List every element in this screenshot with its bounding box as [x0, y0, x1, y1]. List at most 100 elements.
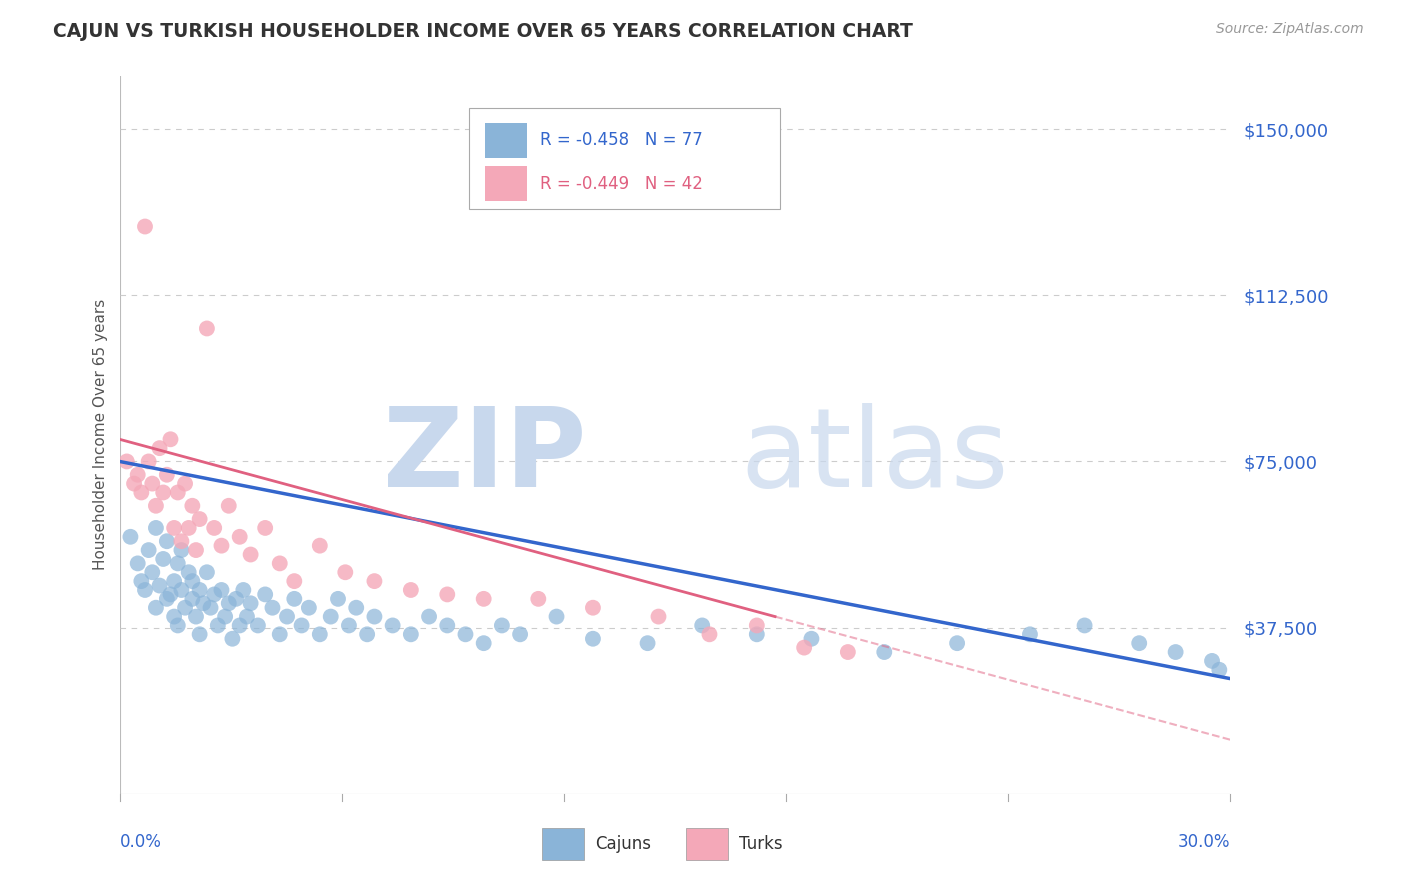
Point — [127, 467, 149, 482]
Point — [166, 485, 188, 500]
Point — [211, 582, 233, 597]
Point — [269, 557, 291, 571]
Point — [472, 591, 495, 606]
Point — [184, 609, 207, 624]
Point — [690, 618, 713, 632]
Point — [134, 219, 156, 234]
Point — [246, 618, 269, 632]
Point — [228, 530, 250, 544]
Text: R = -0.458   N = 77: R = -0.458 N = 77 — [540, 131, 703, 150]
Point — [363, 609, 385, 624]
Point — [381, 618, 404, 632]
Point — [218, 596, 240, 610]
Point — [308, 539, 330, 553]
Point — [115, 454, 138, 468]
Point — [159, 587, 181, 601]
Point — [793, 640, 815, 655]
Point — [436, 618, 458, 632]
Point — [399, 582, 422, 597]
Point — [527, 591, 550, 606]
Point — [134, 582, 156, 597]
Point — [156, 591, 179, 606]
Point — [582, 600, 605, 615]
Point — [177, 521, 200, 535]
Point — [1073, 618, 1095, 632]
Point — [195, 566, 218, 580]
Point — [193, 596, 215, 610]
Point — [148, 578, 170, 592]
Point — [582, 632, 605, 646]
Point — [207, 618, 229, 632]
Point — [436, 587, 458, 601]
Point — [399, 627, 422, 641]
Point — [211, 539, 233, 553]
Point — [291, 618, 314, 632]
Point — [228, 618, 250, 632]
Point — [145, 521, 167, 535]
Point — [166, 618, 188, 632]
Point — [344, 600, 367, 615]
Point — [145, 600, 167, 615]
Point — [335, 566, 357, 580]
Point — [221, 632, 243, 646]
Point — [120, 530, 142, 544]
Point — [188, 627, 211, 641]
Point — [232, 582, 254, 597]
Point — [509, 627, 531, 641]
Point — [152, 485, 174, 500]
Point — [1201, 654, 1223, 668]
Point — [138, 543, 160, 558]
Point — [326, 591, 349, 606]
Point — [363, 574, 385, 588]
Point — [873, 645, 896, 659]
Point — [166, 557, 188, 571]
Point — [174, 600, 197, 615]
Point — [491, 618, 513, 632]
Text: Cajuns: Cajuns — [595, 835, 651, 853]
Point — [200, 600, 222, 615]
FancyBboxPatch shape — [541, 828, 583, 860]
Point — [188, 582, 211, 597]
Point — [181, 574, 204, 588]
Point — [308, 627, 330, 641]
Point — [181, 499, 204, 513]
Point — [319, 609, 342, 624]
Point — [647, 609, 669, 624]
Point — [159, 432, 181, 446]
Text: R = -0.449   N = 42: R = -0.449 N = 42 — [540, 175, 703, 193]
Point — [170, 534, 193, 549]
Point — [254, 587, 277, 601]
Point — [170, 582, 193, 597]
Y-axis label: Householder Income Over 65 years: Householder Income Over 65 years — [93, 299, 108, 571]
Point — [546, 609, 568, 624]
Point — [141, 566, 163, 580]
Text: Source: ZipAtlas.com: Source: ZipAtlas.com — [1216, 22, 1364, 37]
Point — [276, 609, 298, 624]
Point — [131, 574, 153, 588]
Point — [188, 512, 211, 526]
Point — [1164, 645, 1187, 659]
Point — [225, 591, 247, 606]
Point — [184, 543, 207, 558]
Text: ZIP: ZIP — [382, 403, 586, 510]
Point — [800, 632, 823, 646]
FancyBboxPatch shape — [470, 108, 780, 209]
Point — [131, 485, 153, 500]
Point — [202, 521, 225, 535]
Point — [141, 476, 163, 491]
Point — [837, 645, 859, 659]
Text: CAJUN VS TURKISH HOUSEHOLDER INCOME OVER 65 YEARS CORRELATION CHART: CAJUN VS TURKISH HOUSEHOLDER INCOME OVER… — [53, 22, 914, 41]
Point — [239, 596, 262, 610]
Point — [163, 574, 186, 588]
Text: atlas: atlas — [741, 403, 1010, 510]
Point — [138, 454, 160, 468]
Point — [177, 566, 200, 580]
Point — [946, 636, 969, 650]
Point — [195, 321, 218, 335]
Point — [127, 557, 149, 571]
FancyBboxPatch shape — [686, 828, 728, 860]
Point — [745, 618, 768, 632]
Point — [214, 609, 236, 624]
Point — [148, 441, 170, 455]
Point — [181, 591, 204, 606]
